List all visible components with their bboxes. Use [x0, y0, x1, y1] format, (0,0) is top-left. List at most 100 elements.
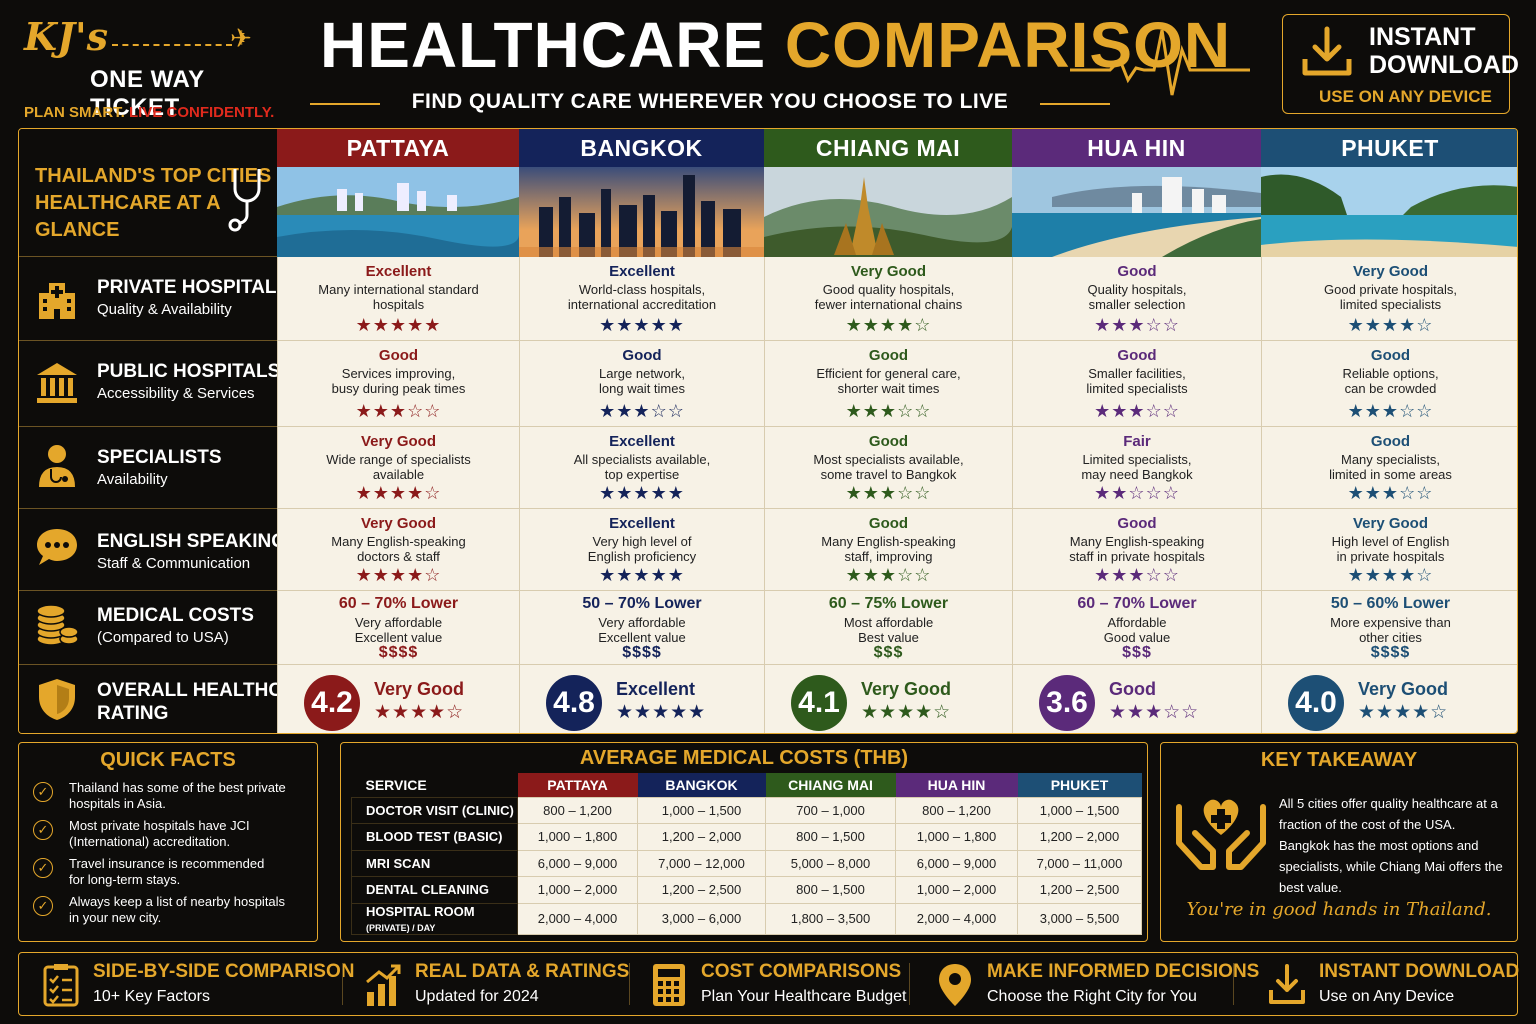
rating-description: Services improving, busy during peak time…: [278, 366, 519, 396]
rating-cell-phuket: Good Reliable options, can be crowded ★★★☆☆: [1261, 341, 1517, 427]
service-name: DOCTOR VISIT (CLINIC): [351, 796, 518, 824]
star-rating: ★★★☆☆: [845, 401, 932, 421]
description-line: Good value: [1103, 630, 1171, 645]
average-costs-title: AVERAGE MEDICAL COSTS (THB): [579, 747, 909, 769]
cost-value: 800 – 1,200: [895, 796, 1018, 824]
star-rating: ★★★☆☆: [1347, 401, 1434, 421]
overall-score-badge: 4.2: [304, 675, 360, 731]
cost-value: 3,000 – 6,000: [637, 902, 766, 935]
row-label-overall-rating: OVERALL HEALTHCARE RATING: [19, 665, 322, 733]
instant-download-badge[interactable]: INSTANT DOWNLOAD USE ON ANY DEVICE: [1282, 14, 1519, 114]
row-title: PUBLIC HOSPITALS: [97, 361, 281, 382]
star-rating: ★★★☆☆: [355, 401, 442, 421]
rating-cell-bangkok: Excellent World-class hospitals, internati…: [519, 257, 764, 341]
service-label: DENTAL CLEANING: [366, 882, 490, 898]
shield-icon: [39, 679, 75, 720]
description-line: Many international standard: [318, 282, 479, 297]
star-rating: ★★★☆☆: [845, 483, 932, 503]
cost-percent: 60 – 70% Lower: [1077, 595, 1197, 612]
rating-label: Very Good: [1352, 263, 1429, 280]
description-line: Limited specialists,: [1082, 452, 1192, 467]
feature-instant-download[interactable]: INSTANT DOWNLOAD Use on Any Device: [1259, 953, 1519, 1015]
feature-informed-decisions: MAKE INFORMED DECISIONS Choose the Right…: [927, 953, 1259, 1015]
description-line: All specialists available,: [573, 452, 711, 467]
footer-features: SIDE-BY-SIDE COMPARISON 10+ Key Factors …: [18, 952, 1519, 1016]
rating-label: Good: [868, 433, 909, 450]
overall-label: Excellent: [616, 679, 696, 699]
rating-cell-phuket: Very Good Good private hospitals, limited …: [1261, 257, 1517, 341]
overall-stars: ★★★☆☆: [1109, 701, 1200, 723]
table-row: HOSPITAL ROOM (PRIVATE) / DAY 2,000 – 4,0…: [351, 902, 1142, 935]
star-rating: ★★☆☆☆: [1094, 483, 1180, 503]
feature-cost-comparisons: COST COMPARISONS Plan Your Healthcare Bu…: [641, 953, 931, 1015]
cost-value: 6,000 – 9,000: [895, 849, 1018, 877]
description-line: Best value: [858, 630, 919, 645]
description-line: Affordable: [1107, 615, 1167, 630]
rating-label: Good: [378, 347, 419, 364]
table-header-service: SERVICE: [351, 773, 518, 797]
pattaya-photo: [277, 167, 519, 257]
rating-description: Large network, long wait times: [520, 366, 764, 396]
star-rating: ★★★☆☆: [1094, 401, 1180, 421]
rating-description: All specialists available, top expertise: [520, 452, 764, 482]
rating-label: Good: [868, 347, 909, 364]
rating-description: Many English-speaking doctors & staff: [278, 534, 519, 564]
cost-value: 1,000 – 2,000: [517, 876, 638, 904]
star-rating: ★★★★☆: [355, 483, 442, 503]
rating-description: Quality hospitals, smaller selection: [1013, 282, 1261, 312]
rating-cell-bangkok: Excellent All specialists available, top e…: [519, 427, 764, 509]
rating-label: Very Good: [1352, 515, 1429, 532]
cost-value: 2,000 – 4,000: [895, 902, 1018, 935]
divider: [342, 963, 343, 1005]
row-sub: Availability: [97, 471, 168, 488]
description-line: may need Bangkok: [1081, 467, 1193, 482]
divider: [629, 963, 630, 1005]
cost-cell-pattaya: 60 – 70% Lower Very affordable Excellent v…: [277, 591, 519, 665]
rating-cell-chiang-mai: Good Many English-speaking staff, improvin…: [764, 509, 1012, 591]
row-title: SPECIALISTS: [97, 447, 222, 468]
feature-title: REAL DATA & RATINGS: [415, 961, 630, 982]
cost-value: 1,800 – 3,500: [765, 902, 896, 935]
city-header-pattaya: PATTAYA: [277, 129, 519, 167]
rating-description: Limited specialists, may need Bangkok: [1013, 452, 1261, 482]
calculator-icon: [653, 964, 685, 1006]
star-rating: ★★★★★: [599, 315, 685, 335]
cost-dollars: $$$: [1122, 644, 1152, 661]
description-line: in private hospitals: [1336, 549, 1445, 564]
airplane-icon: ✈: [230, 24, 252, 54]
rating-cell-hua-hin: Good Quality hospitals, smaller selection ★…: [1012, 257, 1261, 341]
table-row: DENTAL CLEANING 1,000 – 2,000 1,200 – 2,5…: [351, 876, 1142, 904]
row-label-english-speaking: ENGLISH SPEAKING Staff & Communication: [19, 509, 286, 591]
rating-description: Very high level of English proficiency: [520, 534, 764, 564]
rating-label: Good: [1117, 347, 1157, 364]
star-rating: ★★★★☆: [1347, 315, 1434, 335]
page-title: HEALTHCARE COMPARISON: [320, 9, 1232, 81]
star-rating: ★★★☆☆: [1347, 483, 1434, 503]
description-line: limited specialists: [1339, 297, 1442, 312]
description-line: Good private hospitals,: [1324, 282, 1457, 297]
description-line: available: [372, 467, 425, 482]
rating-label: Excellent: [365, 263, 432, 280]
description-line: Wide range of specialists: [326, 452, 471, 467]
cost-percent: 50 – 60% Lower: [1330, 595, 1451, 612]
service-suffix: (PRIVATE) / DAY: [366, 922, 436, 933]
average-costs-body: DOCTOR VISIT (CLINIC) 800 – 1,200 1,000 –…: [351, 796, 1142, 935]
row-sub: Quality & Availability: [97, 301, 232, 318]
rating-label: Excellent: [609, 263, 675, 280]
cost-value: 1,200 – 2,000: [637, 823, 766, 851]
rating-cell-pattaya: Very Good Many English-speaking doctors & …: [277, 509, 519, 591]
key-takeaway-panel: KEY TAKEAWAY All 5 cities offer quality …: [1160, 742, 1518, 942]
description-line: hospitals: [372, 297, 425, 312]
rating-label: Excellent: [609, 515, 675, 532]
rating-description: World-class hospitals, international accr…: [520, 282, 764, 312]
overall-score-badge: 4.1: [791, 675, 847, 731]
cost-value: 1,200 – 2,500: [1017, 876, 1142, 904]
check-icon: ✓: [33, 782, 53, 802]
overall-stars: ★★★★☆: [861, 701, 952, 723]
quick-facts-panel: QUICK FACTS ✓ Thailand has some of the be…: [18, 742, 318, 942]
row-title: ENGLISH SPEAKING: [97, 531, 286, 552]
check-icon: ✓: [33, 896, 53, 916]
row-label-private-hospitals: PRIVATE HOSPITALS Quality & Availability: [19, 257, 289, 341]
star-rating: ★★★☆☆: [1094, 315, 1180, 335]
feature-sub: Plan Your Healthcare Budget: [701, 988, 907, 1005]
